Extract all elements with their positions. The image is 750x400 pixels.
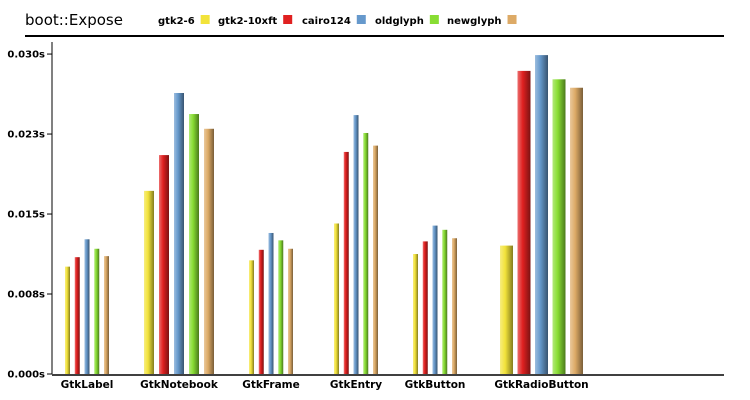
y-tick-label: 0.000s: [7, 370, 45, 381]
bar-gtklabel-cairo124: [84, 239, 90, 374]
legend-swatch-cairo124: [356, 15, 366, 24]
bar-gtklabel-gtk2-6: [65, 266, 70, 374]
bar-gtkentry-cairo124: [353, 115, 359, 374]
x-tick-label-gtkbutton: GtkButton: [405, 379, 466, 391]
legend-label-gtk2-6: gtk2-6: [158, 16, 195, 27]
bar-group-gtkframe: [249, 232, 293, 374]
y-tick-label: 0.015s: [7, 210, 45, 221]
bar-gtkradiobutton-gtk2-6: [500, 245, 513, 374]
bar-gtknotebook-oldglyph: [189, 114, 199, 374]
bar-gtkradiobutton-oldglyph: [552, 79, 566, 375]
x-tick-label-gtklabel: GtkLabel: [61, 379, 114, 391]
chart-title: boot::Expose: [25, 11, 123, 29]
bar-gtklabel-gtk2-10xft: [74, 257, 80, 374]
bar-group-gtkradiobutton: [500, 55, 583, 375]
bar-gtkentry-gtk2-10xft: [343, 151, 349, 374]
bar-gtkbutton-newglyph: [452, 238, 457, 374]
bar-gtkframe-newglyph: [288, 248, 293, 374]
bar-gtkframe-gtk2-10xft: [258, 249, 264, 374]
x-tick-label-gtknotebook: GtkNotebook: [140, 379, 219, 391]
legend-swatch-gtk2-10xft: [283, 15, 293, 24]
bar-gtknotebook-newglyph: [204, 128, 214, 374]
legend-label-newglyph: newglyph: [447, 16, 502, 27]
bar-gtknotebook-cairo124: [174, 92, 184, 375]
bar-gtklabel-oldglyph: [94, 248, 100, 374]
bar-gtkbutton-gtk2-6: [413, 254, 418, 374]
y-tick-label: 0.023s: [7, 130, 45, 141]
bar-gtkradiobutton-newglyph: [570, 87, 583, 375]
legend-label-cairo124: cairo124: [302, 16, 351, 27]
y-axis: 0.000s 0.008s 0.015s 0.023s 0.030s: [7, 42, 53, 381]
bar-gtkentry-oldglyph: [363, 132, 369, 374]
bar-gtknotebook-gtk2-10xft: [159, 155, 169, 374]
bar-group-gtknotebook: [144, 92, 214, 375]
x-tick-label-gtkentry: GtkEntry: [330, 379, 382, 391]
x-tick-label-gtkframe: GtkFrame: [242, 379, 299, 391]
bar-gtknotebook-gtk2-6: [144, 190, 154, 374]
bar-gtkradiobutton-cairo124: [535, 55, 548, 374]
bar-gtkradiobutton-gtk2-10xft: [517, 70, 531, 375]
legend-swatch-gtk2-6: [200, 15, 210, 24]
bar-gtkbutton-oldglyph: [442, 229, 448, 374]
bar-gtkframe-gtk2-6: [249, 260, 254, 374]
bar-gtkbutton-gtk2-10xft: [422, 241, 428, 374]
y-tick-label: 0.008s: [7, 290, 45, 301]
bar-gtkbutton-cairo124: [432, 225, 438, 374]
bar-gtkentry-gtk2-6: [334, 223, 339, 374]
bars: [65, 55, 583, 375]
bar-group-gtkbutton: [413, 225, 457, 374]
legend-swatch-newglyph: [507, 15, 517, 24]
x-tick-label-gtkradiobutton: GtkRadioButton: [494, 379, 588, 391]
legend-label-oldglyph: oldglyph: [375, 16, 424, 27]
y-tick-label: 0.030s: [7, 50, 45, 61]
legend: gtk2-6 gtk2-10xft cairo124 oldglyph newglyph: [158, 15, 517, 27]
bar-group-gtklabel: [65, 239, 109, 374]
bar-gtkentry-newglyph: [373, 145, 378, 374]
bar-group-gtkentry: [334, 115, 378, 374]
x-axis: GtkLabel GtkNotebook GtkFrame GtkEntry GtkBu…: [52, 374, 724, 391]
bar-gtkframe-oldglyph: [278, 240, 284, 374]
legend-label-gtk2-10xft: gtk2-10xft: [218, 16, 277, 27]
bar-gtkframe-cairo124: [268, 232, 274, 374]
legend-swatch-oldglyph: [429, 15, 439, 24]
bar-gtklabel-newglyph: [104, 256, 109, 374]
